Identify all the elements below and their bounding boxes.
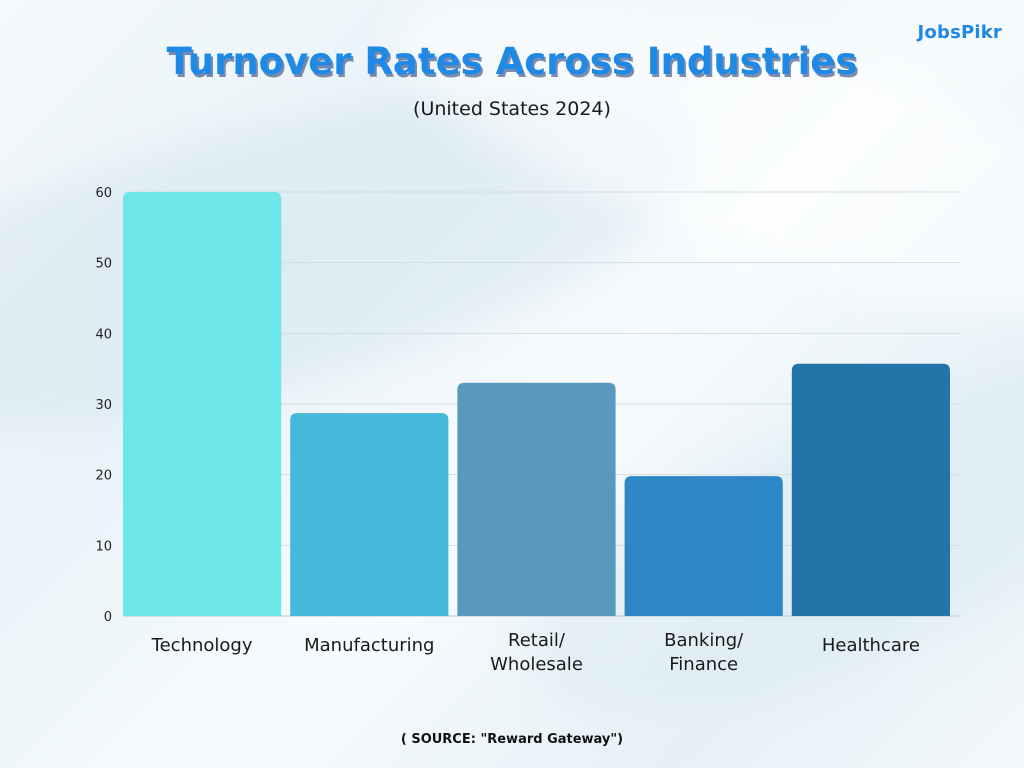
bar [123, 192, 282, 616]
jobspikr-logo: JobsPikr [917, 22, 1002, 43]
y-tick-label: 50 [95, 257, 112, 272]
x-axis-labels: Technology Manufacturing Retail/Wholesale B… [151, 630, 920, 675]
bar [791, 363, 950, 616]
bar-chart: 0 10 20 30 40 50 60 Technology Manufacturing Ret… [95, 186, 959, 675]
bars [123, 192, 950, 616]
x-tick-label: Manufacturing [304, 635, 434, 656]
y-axis-ticks: 0 10 20 30 40 50 60 [95, 186, 112, 625]
y-tick-label: 40 [95, 327, 112, 342]
source-note: ( SOURCE: "Reward Gateway") [400, 732, 624, 747]
y-tick-label: 0 [104, 610, 112, 625]
bar [624, 476, 783, 616]
y-tick-label: 60 [95, 186, 112, 201]
x-tick-label: Healthcare [822, 635, 920, 656]
chart-subtitle: (United States 2024) [413, 98, 611, 120]
x-tick-label: Banking/Finance [664, 630, 744, 675]
bar [290, 413, 449, 616]
x-tick-label: Retail/Wholesale [490, 630, 583, 675]
chart-title: Turnover Rates Across Industries [166, 40, 858, 83]
y-tick-label: 10 [95, 539, 112, 554]
x-tick-label: Technology [151, 635, 253, 656]
y-tick-label: 30 [95, 398, 112, 413]
y-tick-label: 20 [95, 469, 112, 484]
bar [457, 382, 616, 616]
